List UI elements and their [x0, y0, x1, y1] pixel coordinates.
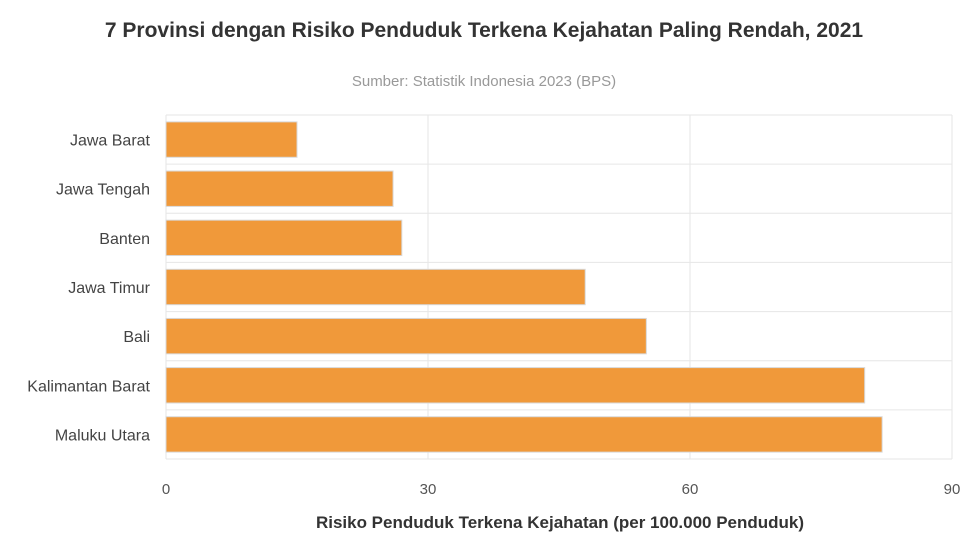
chart-title: 7 Provinsi dengan Risiko Penduduk Terken… — [105, 19, 863, 42]
bar-maluku-utara[interactable] — [165, 416, 883, 453]
category-label: Banten — [99, 231, 150, 248]
x-tick-label: 30 — [420, 481, 437, 498]
x-axis-title: Risiko Penduduk Terkena Kejahatan (per 1… — [316, 513, 804, 532]
category-label: Maluku Utara — [55, 427, 150, 444]
bar-bali[interactable] — [165, 317, 647, 355]
bar-jawa-barat[interactable] — [165, 121, 298, 158]
chart-subtitle: Sumber: Statistik Indonesia 2023 (BPS) — [352, 73, 616, 90]
bar-jawa-tengah[interactable] — [165, 170, 394, 207]
x-tick-label: 0 — [162, 481, 170, 498]
bar-banten[interactable] — [165, 219, 403, 257]
x-tick-label: 90 — [944, 481, 961, 498]
category-label: Jawa Tengah — [56, 182, 150, 199]
category-label: Jawa Timur — [68, 280, 150, 297]
bars — [165, 121, 883, 453]
bar-kalimantan-barat[interactable] — [165, 367, 866, 404]
x-tick-labels: 0 30 60 90 — [162, 481, 961, 498]
bar-jawa-timur[interactable] — [165, 268, 586, 306]
category-label: Jawa Barat — [70, 133, 151, 150]
category-label: Kalimantan Barat — [27, 378, 150, 395]
category-label: Bali — [123, 329, 150, 346]
category-labels: Jawa Barat Jawa Tengah Banten Jawa Timur Bal… — [27, 133, 150, 445]
grid — [165, 114, 953, 460]
x-tick-label: 60 — [682, 481, 699, 498]
